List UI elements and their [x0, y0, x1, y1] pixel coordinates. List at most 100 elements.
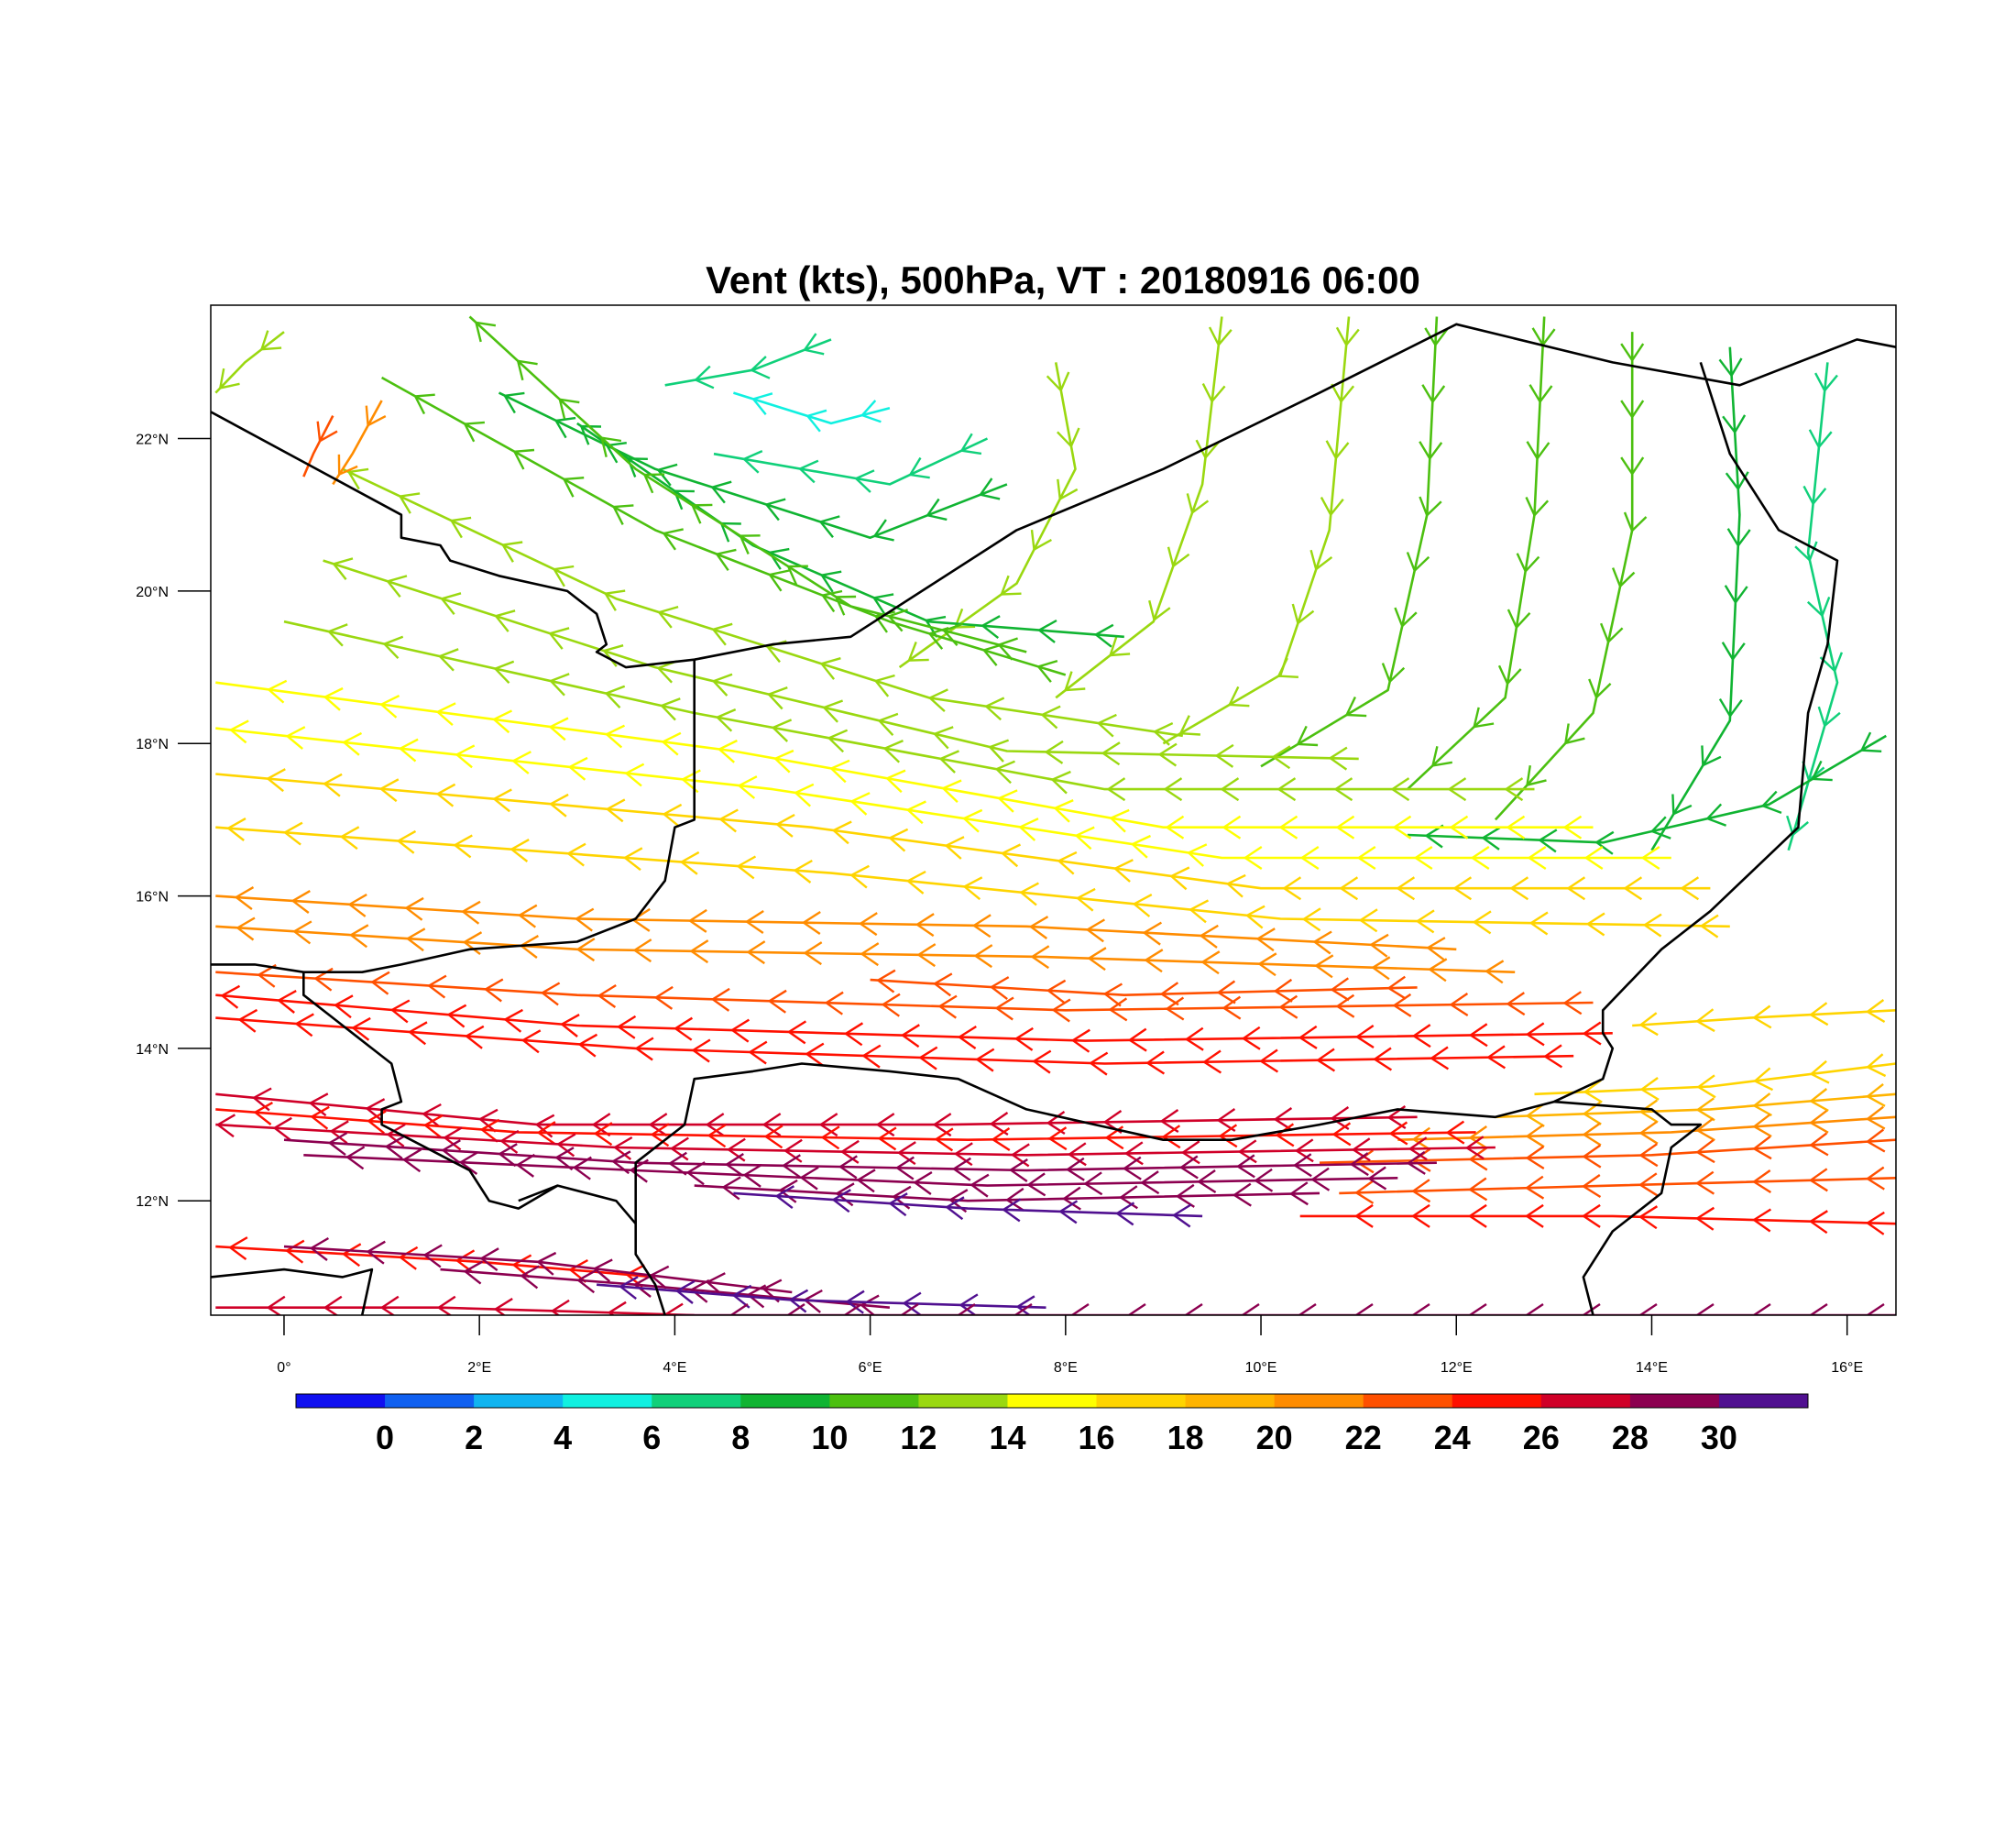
wind-arrowhead — [259, 330, 282, 351]
wind-arrowhead — [1175, 1183, 1195, 1208]
streamline — [215, 1245, 656, 1279]
wind-arrowhead — [805, 409, 827, 433]
wind-arrowhead — [1620, 343, 1645, 363]
wind-arrowhead — [1786, 815, 1809, 837]
wind-arrowhead — [785, 1303, 805, 1315]
wind-arrowhead — [1122, 1156, 1142, 1180]
wind-arrowhead — [1367, 1166, 1387, 1191]
wind-arrowhead — [1752, 1004, 1772, 1029]
wind-arrowhead — [1244, 905, 1265, 929]
wind-arrowhead — [1566, 876, 1586, 901]
wind-arrowhead — [600, 436, 622, 457]
wind-arrowhead — [1354, 1025, 1375, 1049]
wind-arrowhead — [1753, 1067, 1774, 1092]
wind-arrowhead — [1581, 1303, 1601, 1315]
wind-arrowhead — [662, 528, 684, 551]
wind-arrowhead — [1582, 1101, 1602, 1125]
wind-arrowhead — [772, 749, 794, 774]
wind-arrowhead — [479, 1247, 499, 1272]
wind-arrowhead — [1582, 1144, 1602, 1169]
streamline — [215, 1123, 1496, 1157]
wind-arrowhead — [1467, 1203, 1487, 1228]
wind-arrowhead — [1705, 803, 1727, 827]
wind-arrowhead — [632, 938, 652, 963]
y-tick-label: 22°N — [136, 433, 169, 448]
wind-arrowhead — [715, 708, 737, 732]
wind-arrowhead — [1000, 843, 1022, 868]
wind-arrowhead — [348, 924, 369, 949]
wind-arrowhead — [440, 592, 462, 615]
wind-arrowhead — [707, 1124, 727, 1148]
streamline — [215, 773, 1711, 890]
wind-arrowhead — [1127, 1027, 1147, 1052]
wind-arrowhead — [945, 1196, 965, 1221]
colorbar-swatch — [1096, 1394, 1187, 1408]
wind-arrowhead — [272, 1116, 292, 1141]
wind-arrowhead — [427, 974, 447, 999]
colorbar-swatch — [385, 1394, 475, 1408]
wind-arrowhead — [316, 421, 338, 444]
country-boundary — [302, 971, 666, 1315]
wind-arrowhead — [326, 623, 348, 647]
wind-arrowhead — [913, 1170, 933, 1195]
wind-arrowhead — [1200, 950, 1221, 975]
wind-arrowhead — [1695, 1117, 1715, 1142]
wind-arrowhead — [1751, 1303, 1771, 1315]
wind-arrowhead — [858, 912, 878, 937]
wind-arrowhead — [1331, 1122, 1352, 1147]
wind-arrowhead — [1865, 1128, 1886, 1153]
wind-arrowhead — [956, 1303, 976, 1315]
wind-arrowhead — [553, 416, 576, 439]
wind-arrowhead — [1273, 978, 1293, 1003]
wind-arrowhead — [1506, 815, 1526, 840]
wind-arrowhead — [1028, 916, 1049, 939]
wind-arrowhead — [1528, 911, 1549, 936]
wind-arrowhead — [1866, 1053, 1887, 1078]
streamline — [215, 971, 1594, 1012]
wind-arrowhead — [294, 1013, 314, 1037]
wind-arrowhead — [1061, 1186, 1081, 1211]
wind-arrowhead — [1424, 824, 1444, 849]
wind-arrowhead — [766, 686, 788, 710]
wind-arrowhead — [1588, 678, 1612, 700]
wind-arrowhead — [560, 1014, 580, 1037]
wind-arrowhead — [715, 548, 737, 571]
wind-arrowhead — [1406, 552, 1430, 573]
wind-arrowhead — [1157, 742, 1178, 767]
wind-arrowhead — [253, 1102, 273, 1125]
wind-arrowhead — [548, 793, 569, 818]
wind-arrowhead — [1070, 1028, 1090, 1053]
wind-arrowhead — [449, 516, 472, 539]
wind-arrowhead — [474, 321, 497, 343]
wind-arrowhead — [266, 768, 286, 793]
wind-arrowhead — [1424, 327, 1449, 347]
wind-arrowhead — [916, 943, 937, 968]
wind-arrowhead — [1227, 686, 1250, 708]
wind-arrowhead — [1109, 808, 1130, 833]
wind-arrowhead — [1257, 952, 1277, 977]
wind-arrowhead — [1623, 876, 1643, 901]
wind-arrowhead — [1638, 1120, 1659, 1145]
wind-arrowhead — [1232, 1182, 1252, 1207]
wind-arrowhead — [572, 1156, 592, 1180]
wind-arrowhead — [761, 1113, 782, 1137]
wind-arrowhead — [843, 1022, 864, 1047]
wind-arrowhead — [1333, 777, 1353, 802]
wind-arrowhead — [1312, 930, 1332, 955]
x-tick-label: 12°E — [1441, 1360, 1473, 1376]
streamline — [1339, 1177, 1896, 1195]
wind-arrowhead — [978, 477, 1001, 500]
wind-arrowhead — [1241, 1026, 1261, 1050]
wind-arrowhead — [502, 391, 525, 414]
wind-arrowhead — [1452, 876, 1473, 901]
wind-arrowhead — [1396, 876, 1416, 901]
wind-arrowhead — [576, 1269, 597, 1294]
wind-arrowhead — [1695, 1008, 1715, 1033]
streamline — [302, 415, 334, 477]
wind-arrowhead — [1353, 1303, 1374, 1315]
x-tick-label: 4°E — [663, 1360, 686, 1376]
streamline — [323, 559, 1359, 761]
x-tick-label: 16°E — [1831, 1360, 1863, 1376]
wind-arrowhead — [887, 609, 908, 632]
wind-arrowhead — [1278, 994, 1298, 1019]
